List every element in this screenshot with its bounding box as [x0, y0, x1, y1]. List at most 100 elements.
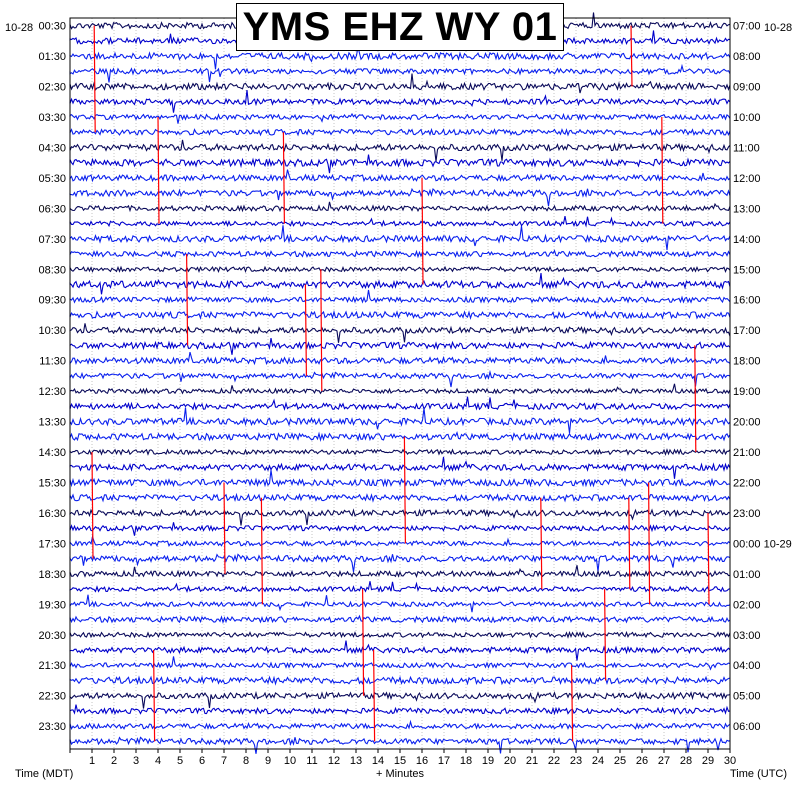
trace-row [69, 396, 731, 411]
right-time-label: 04:00 [733, 660, 761, 672]
x-tick-label: 22 [548, 755, 560, 767]
date-right: 10-28 [764, 22, 792, 34]
event-marker [630, 25, 633, 87]
trace-row [69, 594, 731, 613]
x-tick-label: 10 [284, 755, 296, 767]
right-time-label: 11:00 [733, 142, 760, 154]
left-time-label: 22:30 [38, 691, 66, 703]
event-marker [153, 650, 156, 742]
right-time-label: 17:00 [733, 325, 761, 337]
x-tick-label: 14 [372, 755, 384, 767]
right-time-label: 05:00 [733, 691, 761, 703]
x-tick-label: 2 [111, 755, 117, 767]
x-tick-label: 25 [614, 755, 626, 767]
left-axis-title: Time (MDT) [15, 768, 73, 780]
x-axis-ticks: 1 2 3 4 5 6 7 8 9 10 11 12 13 14 15 16 17 18 19 20 21 22 23 24 2… [69, 749, 736, 767]
left-time-label: 20:30 [38, 630, 66, 642]
trace-row [69, 215, 731, 228]
event-marker [694, 345, 697, 453]
right-time-label: 12:00 [733, 173, 761, 185]
trace-row [69, 448, 731, 456]
trace-row [69, 553, 731, 572]
x-tick-label: 12 [328, 755, 340, 767]
x-tick-label: 28 [680, 755, 692, 767]
left-time-label: 04:30 [38, 142, 66, 154]
x-tick-label: 4 [155, 755, 161, 767]
event-marker [186, 254, 189, 346]
event-marker [403, 436, 406, 544]
trace-row [69, 273, 731, 295]
event-marker [260, 497, 263, 605]
trace-row [69, 265, 731, 273]
left-time-label: 00:30 [38, 21, 66, 33]
right-time-label: 01:00 [733, 569, 761, 581]
right-time-label: 09:00 [733, 82, 761, 94]
trace-row [69, 169, 731, 183]
x-tick-label: 18 [460, 755, 472, 767]
trace-row [69, 581, 731, 593]
left-time-label: 01:30 [38, 51, 66, 63]
trace-row [69, 249, 731, 259]
left-time-label: 03:30 [38, 112, 66, 124]
left-time-label: 15:30 [38, 477, 66, 489]
minute-grid [91, 18, 709, 749]
left-time-label: 05:30 [38, 173, 66, 185]
event-marker [661, 116, 664, 224]
x-tick-label: 27 [658, 755, 670, 767]
right-time-label: 19:00 [733, 386, 761, 398]
x-tick-label: 1 [89, 755, 95, 767]
event-marker [304, 284, 307, 376]
x-axis-title: + Minutes [376, 768, 424, 780]
x-tick-label: 11 [306, 755, 317, 767]
x-tick-label: 23 [570, 755, 582, 767]
trace-row [69, 112, 731, 124]
event-marker [373, 650, 376, 742]
event-markers [91, 25, 710, 742]
x-tick-label: 19 [482, 755, 494, 767]
x-tick-label: 9 [265, 755, 271, 767]
left-time-label: 23:30 [38, 721, 66, 733]
event-marker [604, 589, 607, 681]
trace-row [69, 323, 731, 343]
x-tick-label: 29 [702, 755, 714, 767]
event-marker [320, 269, 323, 392]
trace-row [69, 127, 731, 137]
left-time-label: 21:30 [38, 660, 66, 672]
trace-row [69, 690, 731, 709]
right-time-label: 06:00 [733, 721, 761, 733]
trace-row [69, 431, 731, 443]
trace-row [69, 63, 731, 83]
event-marker [540, 497, 543, 590]
x-tick-label: 21 [526, 755, 538, 767]
right-time-label: 22:00 [733, 477, 761, 489]
right-time-label: 10:00 [733, 112, 761, 124]
date-left: 10-28 [5, 22, 33, 34]
right-time-label: 15:00 [733, 264, 761, 276]
left-time-label: 12:30 [38, 386, 66, 398]
x-tick-label: 20 [504, 755, 516, 767]
x-tick-label: 7 [221, 755, 227, 767]
trace-row [69, 492, 731, 503]
left-time-label: 07:30 [38, 234, 66, 246]
trace-row [69, 337, 731, 355]
x-tick-label: 15 [394, 755, 406, 767]
left-time-label: 18:30 [38, 569, 66, 581]
trace-row [69, 630, 731, 639]
right-time-label: 16:00 [733, 295, 761, 307]
x-tick-label: 30 [724, 755, 736, 767]
event-marker [707, 512, 710, 605]
trace-row [69, 90, 731, 113]
trace-row [69, 456, 731, 479]
trace-row [69, 201, 731, 213]
left-time-label: 13:30 [38, 417, 66, 429]
right-time-label: 02:00 [733, 599, 761, 611]
right-time-label: 18:00 [733, 356, 761, 368]
right-time-label: 08:00 [733, 51, 761, 63]
event-marker [421, 177, 424, 285]
right-axis-title: Time (UTC) [730, 768, 787, 780]
x-tick-label: 24 [592, 755, 604, 767]
trace-row [69, 407, 731, 434]
trace-row [69, 73, 731, 94]
trace-row [69, 719, 731, 731]
seismic-traces [69, 12, 731, 754]
